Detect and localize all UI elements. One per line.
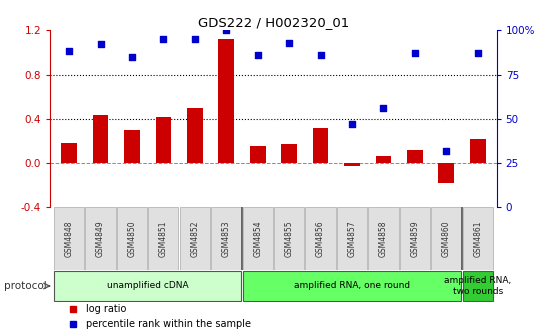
FancyBboxPatch shape xyxy=(243,207,273,270)
Point xyxy=(473,51,482,56)
Text: amplified RNA, one round: amplified RNA, one round xyxy=(294,282,410,291)
Point xyxy=(222,28,230,33)
Bar xyxy=(344,163,360,166)
Text: log ratio: log ratio xyxy=(86,304,126,313)
Point xyxy=(159,36,168,42)
Bar xyxy=(93,116,108,163)
FancyBboxPatch shape xyxy=(211,207,242,270)
Text: unamplified cDNA: unamplified cDNA xyxy=(107,282,189,291)
Text: amplified RNA,
two rounds: amplified RNA, two rounds xyxy=(444,276,511,296)
FancyBboxPatch shape xyxy=(85,207,116,270)
Point xyxy=(65,49,74,54)
Point xyxy=(379,106,388,111)
Text: GSM4861: GSM4861 xyxy=(473,220,482,257)
Text: GSM4849: GSM4849 xyxy=(96,220,105,257)
FancyBboxPatch shape xyxy=(54,207,84,270)
Text: GSM4860: GSM4860 xyxy=(442,220,451,257)
Text: GSM4859: GSM4859 xyxy=(410,220,420,257)
Bar xyxy=(61,143,77,163)
Text: protocol: protocol xyxy=(4,281,47,291)
Text: GSM4850: GSM4850 xyxy=(127,220,137,257)
Point xyxy=(411,51,420,56)
Point xyxy=(190,36,199,42)
Bar xyxy=(281,144,297,163)
Text: GSM4853: GSM4853 xyxy=(222,220,231,257)
Title: GDS222 / H002320_01: GDS222 / H002320_01 xyxy=(198,16,349,29)
Text: GSM4855: GSM4855 xyxy=(285,220,294,257)
Bar xyxy=(250,146,266,163)
FancyBboxPatch shape xyxy=(431,207,461,270)
Bar xyxy=(124,130,140,163)
Text: GSM4851: GSM4851 xyxy=(159,220,168,257)
FancyBboxPatch shape xyxy=(305,207,336,270)
Bar xyxy=(470,139,485,163)
Bar xyxy=(439,163,454,183)
Text: GSM4858: GSM4858 xyxy=(379,220,388,257)
FancyBboxPatch shape xyxy=(463,271,493,301)
Bar xyxy=(312,128,329,163)
Point xyxy=(127,54,136,59)
Point xyxy=(348,121,357,127)
Text: GSM4854: GSM4854 xyxy=(253,220,262,257)
Text: GSM4856: GSM4856 xyxy=(316,220,325,257)
Text: GSM4848: GSM4848 xyxy=(65,220,74,257)
Point xyxy=(442,148,451,153)
FancyBboxPatch shape xyxy=(54,271,242,301)
Text: GSM4852: GSM4852 xyxy=(190,220,199,257)
FancyBboxPatch shape xyxy=(148,207,179,270)
FancyBboxPatch shape xyxy=(243,271,461,301)
Bar xyxy=(376,156,391,163)
Text: GSM4857: GSM4857 xyxy=(348,220,357,257)
FancyBboxPatch shape xyxy=(274,207,304,270)
Bar xyxy=(218,39,234,163)
FancyBboxPatch shape xyxy=(400,207,430,270)
FancyBboxPatch shape xyxy=(337,207,367,270)
FancyBboxPatch shape xyxy=(180,207,210,270)
FancyBboxPatch shape xyxy=(368,207,398,270)
FancyBboxPatch shape xyxy=(463,207,493,270)
Text: percentile rank within the sample: percentile rank within the sample xyxy=(86,319,251,329)
Bar xyxy=(187,108,203,163)
Point xyxy=(316,52,325,58)
Point xyxy=(253,52,262,58)
Point xyxy=(285,40,294,45)
Bar xyxy=(407,150,423,163)
Bar xyxy=(156,117,171,163)
Point xyxy=(96,42,105,47)
FancyBboxPatch shape xyxy=(117,207,147,270)
